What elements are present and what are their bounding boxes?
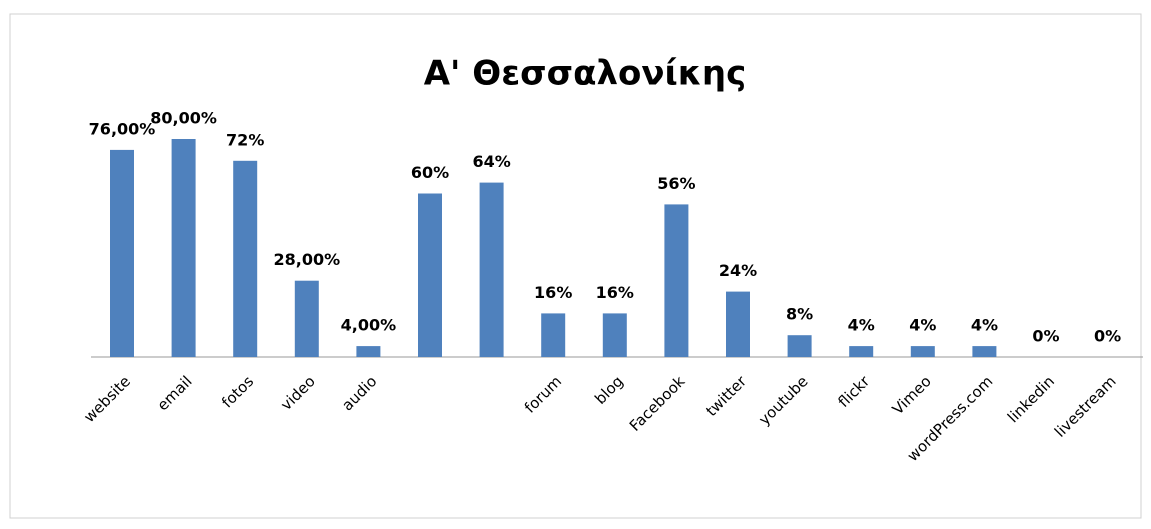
data-label: 16% [534, 283, 572, 302]
bar [479, 182, 504, 357]
bar [356, 346, 381, 357]
bar [910, 346, 935, 357]
data-label: 24% [719, 261, 757, 280]
bar [726, 291, 750, 357]
bar [849, 346, 874, 357]
data-label: 60% [411, 163, 449, 182]
data-label: 0% [1094, 327, 1121, 346]
data-label: 76,00% [89, 119, 156, 138]
chart-title: Α' Θεσσαλονίκης [424, 54, 747, 94]
bar [233, 160, 258, 357]
bar [787, 335, 812, 357]
chart-border [9, 13, 1142, 519]
data-label: 0% [1032, 327, 1059, 346]
data-label: 80,00% [150, 109, 217, 128]
bar [418, 193, 442, 357]
bar [171, 139, 196, 357]
bar [110, 149, 134, 357]
data-label: 4,00% [341, 316, 397, 335]
bar [541, 313, 566, 357]
bar [664, 204, 689, 357]
data-label: 72% [226, 130, 264, 149]
data-label: 56% [657, 174, 695, 193]
bar [972, 346, 997, 357]
data-label: 4% [848, 316, 875, 335]
data-label: 16% [596, 283, 634, 302]
bar [602, 313, 627, 357]
data-label: 28,00% [273, 250, 340, 269]
data-label: 4% [971, 316, 998, 335]
data-label: 4% [909, 316, 936, 335]
data-label: 64% [472, 152, 510, 171]
bar [294, 280, 319, 357]
data-label: 8% [786, 305, 813, 324]
